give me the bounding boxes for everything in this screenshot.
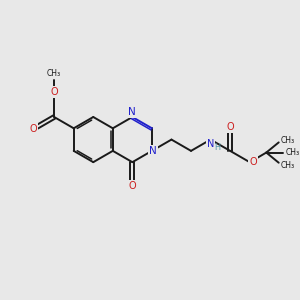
- Text: CH₃: CH₃: [280, 160, 295, 169]
- Text: O: O: [50, 87, 58, 97]
- Text: O: O: [226, 122, 234, 132]
- Text: CH₃: CH₃: [286, 148, 300, 157]
- Text: H: H: [214, 143, 220, 152]
- Text: CH₃: CH₃: [47, 69, 61, 78]
- Text: CH₃: CH₃: [280, 136, 295, 145]
- Text: O: O: [129, 181, 136, 191]
- Text: N: N: [149, 146, 157, 156]
- Text: N: N: [128, 107, 136, 117]
- Text: O: O: [29, 124, 37, 134]
- Text: N: N: [207, 139, 214, 148]
- Text: O: O: [249, 157, 257, 167]
